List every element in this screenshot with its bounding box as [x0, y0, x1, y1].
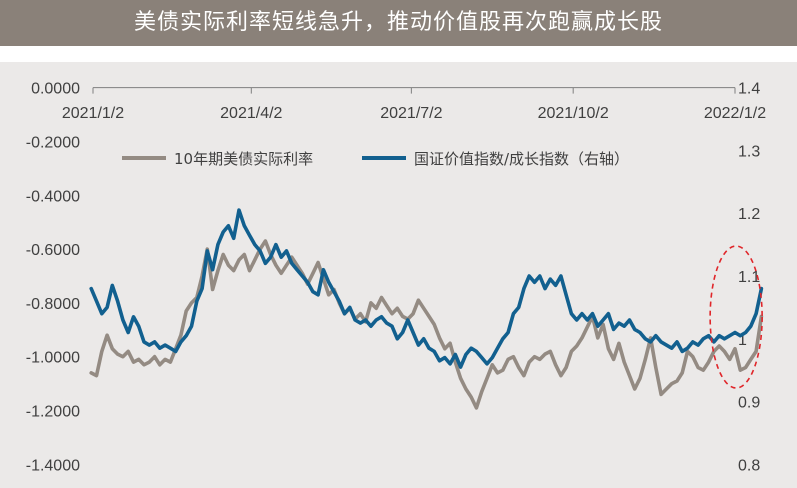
chart-area: 2021/1/2 2021/4/2 2021/7/2 2021/10/2 2022/1/… — [0, 62, 797, 488]
y-right-tick-label: 0.9 — [738, 395, 760, 412]
legend-label: 国证价值指数/成长指数（右轴） — [414, 150, 629, 168]
y-left-tick-label: -0.8000 — [26, 296, 80, 313]
y-left-tick-label: -1.0000 — [26, 350, 80, 367]
x-tick-label: 2022/1/2 — [704, 105, 766, 122]
chart-title-banner: 美债实际利率短线急升，推动价值股再次跑赢成长股 — [0, 0, 797, 46]
y-right-tick-label: 1.4 — [738, 81, 760, 98]
legend-item-real-rate: 10年期美债实际利率 — [122, 150, 313, 168]
y-right-tick-label: 1.3 — [738, 143, 760, 160]
y-right-tick-label: 1.1 — [738, 269, 760, 286]
y-right-tick-label: 0.8 — [738, 457, 760, 474]
y-left-tick-label: 0.0000 — [31, 81, 80, 98]
chart-svg: 2021/1/2 2021/4/2 2021/7/2 2021/10/2 2022/1/… — [26, 81, 767, 475]
x-tick-label: 2021/1/2 — [62, 105, 124, 122]
y-left-tick-label: -1.2000 — [26, 404, 80, 421]
x-tick-label: 2021/10/2 — [538, 105, 609, 122]
y-left-tick-label: -1.4000 — [26, 457, 80, 474]
legend-item-value-growth-ratio: 国证价值指数/成长指数（右轴） — [362, 150, 629, 168]
y-right-tick-label: 1.2 — [738, 206, 760, 223]
y-left-tick-label: -0.2000 — [26, 134, 80, 151]
series-line-value-growth-ratio — [89, 208, 764, 369]
y-left-tick-label: -0.6000 — [26, 242, 80, 259]
highlight-ellipse — [709, 245, 763, 389]
x-tick-label: 2021/4/2 — [220, 105, 282, 122]
legend-label: 10年期美债实际利率 — [174, 150, 313, 168]
y-right-tick-label: 1 — [738, 332, 747, 349]
x-tick-label: 2021/7/2 — [380, 105, 442, 122]
y-left-tick-label: -0.4000 — [26, 188, 80, 205]
chart-title: 美债实际利率短线急升，推动价值股再次跑赢成长股 — [133, 10, 663, 35]
